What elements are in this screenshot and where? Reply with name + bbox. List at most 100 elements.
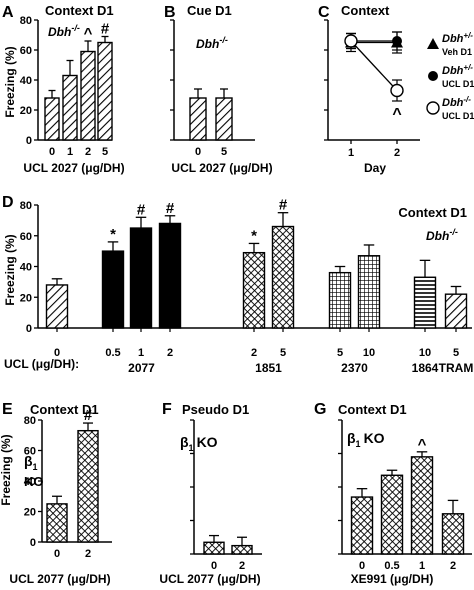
ko-label: β1 KO [347,430,385,449]
series-line [350,40,398,91]
panel-title: Cue D1 [187,3,232,18]
bar [44,97,60,141]
bar [203,541,225,555]
plot-area: 0 0.5 ^ 1 2 [350,436,465,572]
legend-sublabel: UCL D1 [442,79,474,89]
bar [45,284,69,329]
panel-title: Context D1 [338,402,407,417]
bar [350,496,374,555]
x-tick-label: 0.5 [105,347,120,359]
x-tick-label: 0 [54,548,60,560]
plot-area: 0 #2 [46,407,99,560]
panel-letter: F [162,401,172,418]
x-axis-label: UCL 2027 (μg/DH) [23,161,124,175]
x-tick-label: 0.5 [384,560,399,572]
y-tick-label: 60 [20,45,32,57]
y-tick-label: 60 [20,231,32,243]
x-axis-label: UCL 2077 (μg/DH) [9,572,110,586]
x-axis-label: UCL 2077 (μg/DH) [159,572,260,586]
y-tick-label: 20 [20,292,32,304]
panel-d: D Context D1 Dbh-/- Freezing (%) 0204060… [2,194,473,375]
drug-group-label: 1851 [255,361,282,375]
y-tick-label: 40 [24,476,36,488]
x-tick-label: 0 [195,146,201,158]
genotype-label: Dbh-/- [426,227,458,243]
significance-marker: ^ [418,436,427,453]
bar [158,222,182,329]
legend-marker [427,38,439,49]
legend-marker [428,71,438,81]
data-point [344,34,358,48]
significance-marker: ^ [392,106,401,123]
ucl-row-label: UCL (μg/DH): [4,357,79,371]
x-tick-label: 1 [348,147,354,159]
ko-label-text: KO [24,474,44,489]
bar [410,456,434,555]
panel-e: E Context D1 β1 KO Freezing (%) 02040608… [0,401,112,586]
significance-marker: # [84,407,93,424]
x-tick-label: 5 [221,146,227,158]
significance-marker: # [101,21,110,38]
panel-letter: G [314,401,326,418]
y-tick-label: 60 [24,446,36,458]
bar [271,225,295,329]
bar [231,544,253,555]
bar [77,429,99,543]
y-tick-label: 80 [20,15,32,27]
ko-label: β1 [24,453,38,472]
x-tick-label: 2 [239,560,245,572]
drug-group-label: TRAM [439,361,474,375]
y-axis-label: Freezing (%) [3,234,17,305]
panel-a: A Context D1 Dbh-/- Freezing (%) 0204060… [2,3,125,175]
x-tick-label: 5 [280,347,286,359]
y-tick-label: 80 [20,200,32,212]
y-tick-label: 40 [20,75,32,87]
panel-title: Context D1 [398,205,467,220]
significance-marker: * [110,226,116,243]
panel-letter: A [2,4,14,21]
y-ticks [170,19,174,141]
data-point [392,36,402,46]
legend: Dbh+/- Veh D1 Dbh+/- UCL D1 Dbh-/- UCL D1 [426,31,474,121]
data-point [390,83,404,98]
x-tick-label: 2 [167,347,173,359]
bar [101,250,125,329]
x-tick-label: 0 [49,146,55,158]
x-tick-label: 0 [54,347,60,359]
y-tick-label: 20 [24,507,36,519]
plot-area: 0 1 ^ 2 #5 [44,21,113,158]
bar [189,97,207,141]
x-tick-label: 0 [359,560,365,572]
panel-title: Pseudo D1 [182,402,249,417]
x-axis-label: XE991 (μg/DH) [351,572,434,586]
legend-label: Dbh+/- [442,31,473,45]
x-tick-label: 1 [419,560,425,572]
x-axis-label: Day [364,161,386,175]
drug-group-label: 2077 [128,361,155,375]
bar [215,97,233,141]
y-ticks: 0 20 40 60 80 [20,15,38,147]
y-tick-label: 80 [24,415,36,427]
x-tick-label: 2 [85,548,91,560]
y-tick-label: 0 [26,323,32,335]
panel-letter: D [2,194,14,211]
bar [444,293,468,329]
x-tick-label: 1 [67,146,73,158]
bar [413,276,437,329]
y-ticks [324,19,328,141]
significance-marker: * [251,227,257,244]
bar [46,503,68,543]
x-tick-label: 0 [211,560,217,572]
x-tick-label: 2 [450,560,456,572]
significance-marker: # [279,197,288,214]
legend-label: Dbh+/- [442,63,473,77]
bar [380,474,404,555]
y-tick-label: 20 [20,105,32,117]
plot-area: 0 * 0.5 #1 #2 * 2 #5 5 10 10 5 2077 1851 2370 1864 TRAM [45,197,474,375]
x-tick-label: 2 [394,147,400,159]
x-tick-label: 10 [419,347,431,359]
genotype-label: Dbh-/- [48,23,80,39]
